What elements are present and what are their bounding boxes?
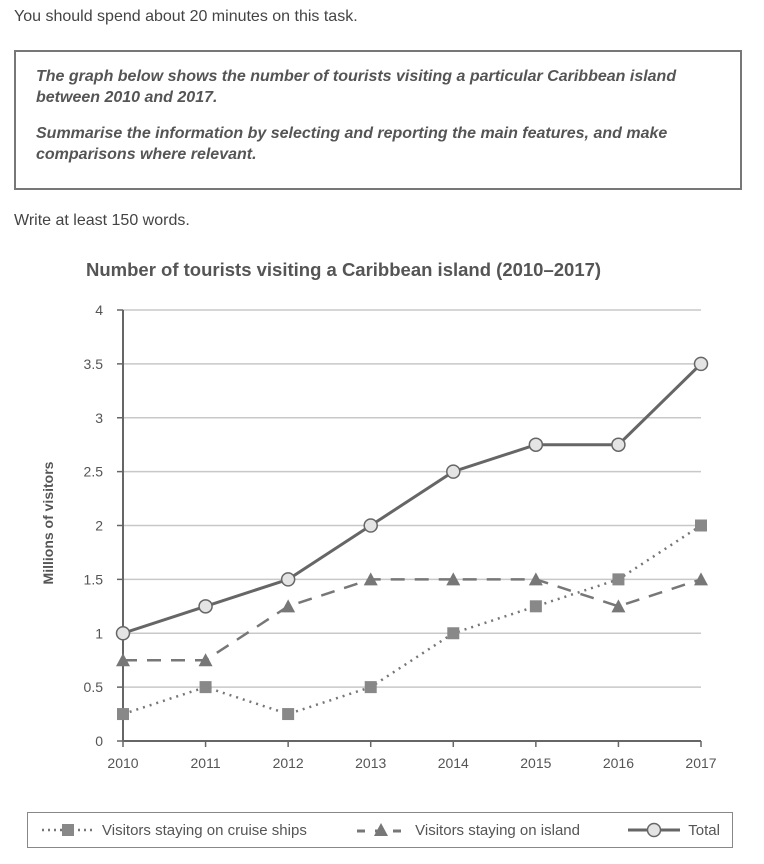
solid-circle-icon <box>628 822 681 838</box>
y-tick-label: 3 <box>95 410 103 426</box>
x-tick-label: 2014 <box>438 755 469 771</box>
data-point-triangle <box>116 653 130 667</box>
legend-item-total: Total <box>626 822 720 839</box>
y-tick-label: 1.5 <box>84 571 104 587</box>
data-point-square <box>282 708 295 721</box>
data-point-triangle <box>281 599 296 613</box>
legend-item-cruise: Visitors staying on cruise ships <box>40 822 307 839</box>
series-line-1 <box>123 578 702 662</box>
legend-label: Total <box>688 821 720 839</box>
dashed-triangle-icon <box>355 823 408 836</box>
y-tick-label: 2 <box>95 518 103 534</box>
data-point-square <box>695 519 707 532</box>
data-point-square <box>612 573 625 586</box>
chart-legend: Visitors staying on cruise ships Visitor… <box>27 812 733 848</box>
data-point-square <box>364 681 377 694</box>
x-tick-label: 2013 <box>355 755 386 771</box>
data-point-triangle <box>694 572 708 586</box>
word-count-instruction: Write at least 150 words. <box>14 212 190 229</box>
task-instructions: Summarise the information by selecting a… <box>36 125 668 163</box>
x-tick-label: 2016 <box>603 755 634 771</box>
series-line-0 <box>122 524 702 716</box>
data-point-triangle <box>528 572 543 586</box>
data-point-triangle <box>611 599 626 613</box>
legend-label: Visitors staying on island <box>415 821 580 839</box>
data-point-square <box>529 600 542 613</box>
x-tick-label: 2010 <box>107 755 138 771</box>
data-point-square <box>199 681 212 694</box>
data-point-circle <box>528 437 544 452</box>
x-tick-label: 2015 <box>520 755 551 771</box>
legend-label: Visitors staying on cruise ships <box>102 821 307 839</box>
dotted-square-icon <box>42 824 94 836</box>
y-tick-label: 2.5 <box>84 464 104 480</box>
task-box: The graph below shows the number of tour… <box>14 50 742 190</box>
y-tick-label: 3.5 <box>84 356 104 372</box>
data-point-circle <box>363 518 378 533</box>
y-tick-label: 0 <box>95 733 103 749</box>
data-point-circle <box>198 599 213 614</box>
data-point-circle <box>446 464 461 479</box>
y-tick-label: 1 <box>95 625 103 641</box>
data-point-triangle <box>363 572 378 586</box>
legend-item-island: Visitors staying on island <box>353 822 580 839</box>
task-description: The graph below shows the number of tour… <box>36 68 677 106</box>
y-tick-label: 4 <box>95 302 103 318</box>
x-tick-label: 2012 <box>273 755 304 771</box>
data-point-square <box>447 627 460 640</box>
y-tick-label: 0.5 <box>84 679 104 695</box>
intro-text: You should spend about 20 minutes on thi… <box>14 8 358 25</box>
data-point-circle <box>693 356 709 372</box>
data-point-circle <box>611 437 626 452</box>
x-tick-label: 2017 <box>685 755 716 771</box>
series-line-2 <box>122 362 703 635</box>
data-point-square <box>117 708 129 721</box>
data-point-triangle <box>198 653 213 667</box>
data-point-circle <box>115 626 131 641</box>
data-point-circle <box>280 572 296 587</box>
chart-title: Number of tourists visiting a Caribbean … <box>86 259 602 280</box>
data-point-triangle <box>446 572 461 586</box>
x-tick-label: 2011 <box>191 755 221 771</box>
